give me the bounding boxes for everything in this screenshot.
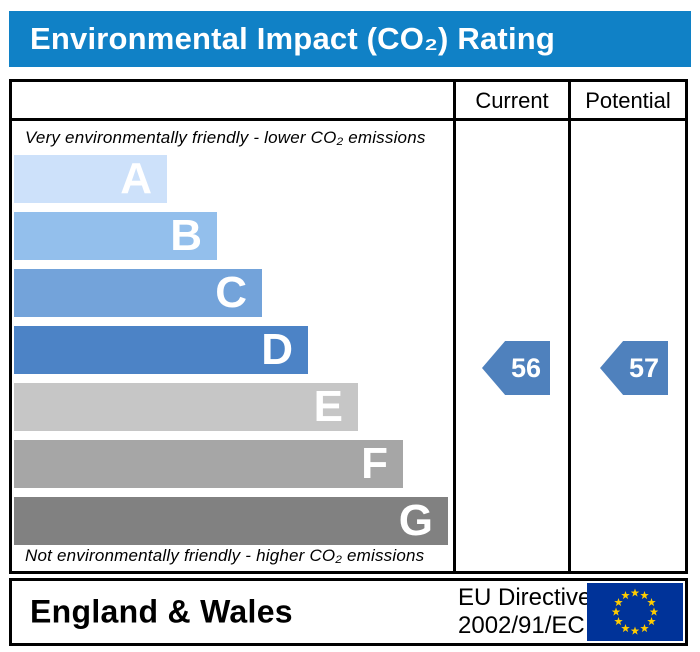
potential-rating-arrow: 57	[600, 341, 668, 395]
band-c: C	[14, 269, 262, 317]
band-e: E	[14, 383, 358, 431]
eu-flag-icon	[587, 583, 683, 641]
rating-bands: A B C D E F G	[14, 155, 448, 554]
eu-directive-line1: EU Directive	[458, 584, 592, 611]
band-e-letter: E	[313, 382, 343, 431]
current-column-header: Current	[475, 88, 549, 113]
table-header-row: Current Potential	[12, 82, 685, 121]
band-d-letter: D	[261, 325, 293, 374]
band-b: B	[14, 212, 217, 260]
band-g-letter: G	[398, 496, 433, 545]
chart-title: Environmental Impact (CO₂) Rating	[30, 21, 556, 56]
band-f: F	[14, 440, 403, 488]
top-note: Very environmentally friendly - lower CO…	[25, 128, 426, 147]
eu-directive-label: EU Directive 2002/91/EC	[458, 584, 591, 640]
eu-directive-line2: 2002/91/EC	[458, 612, 585, 639]
band-c-letter: C	[215, 268, 247, 317]
band-a: A	[14, 155, 167, 203]
column-divider-current	[453, 82, 456, 571]
band-f-letter: F	[361, 439, 388, 488]
band-d: D	[14, 326, 308, 374]
bottom-note: Not environmentally friendly - higher CO…	[25, 546, 425, 565]
band-a-letter: A	[120, 154, 152, 203]
chart-title-bar: Environmental Impact (CO₂) Rating	[9, 11, 691, 67]
column-divider-potential	[568, 82, 571, 571]
footer: England & Wales EU Directive 2002/91/EC	[9, 578, 688, 646]
potential-rating-value: 57	[628, 352, 660, 383]
potential-column-header: Potential	[585, 88, 671, 113]
current-rating-arrow: 56	[482, 341, 550, 395]
region-label: England & Wales	[30, 593, 293, 630]
current-rating-value: 56	[510, 352, 542, 383]
rating-table: Current Potential Very environmentally f…	[9, 79, 688, 574]
band-b-letter: B	[170, 211, 202, 260]
band-g: G	[14, 497, 448, 545]
